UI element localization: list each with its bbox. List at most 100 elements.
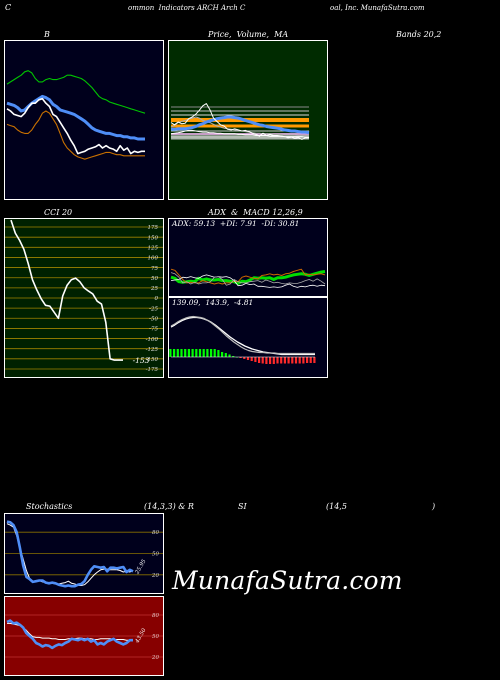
stoch-tick-label-1: 80 [152,530,159,536]
cci-tick-label-8: 0 [155,296,159,302]
macd-histogram-bar-11 [206,349,209,357]
ma-mid-line [170,129,309,138]
bands-title: Bands 20,2 [396,30,442,39]
macd-histogram-bar-20 [239,357,242,358]
macd-histogram-bar-25 [258,357,261,363]
macd-histogram-bar-40 [313,357,316,363]
macd-histogram-bar-35 [294,357,298,364]
cci-title: CCI 20 [44,208,73,217]
cci-tick-label-2: 150 [148,235,159,241]
macd-chart [169,315,316,364]
rsi-tick-label-3: 20 [151,655,159,661]
cci-line [10,219,123,361]
macd-histogram-bar-22 [246,357,250,360]
macd-histogram-bar-28 [269,357,272,364]
cci-chart: 175 150 125 100 75 50 25 0 -25 -50 -75 -100 -125 -150… [5,219,163,373]
macd-histogram-bar-38 [306,357,309,363]
cci-tick-label-10: -50 [149,316,158,322]
stoch-k-line [6,520,134,588]
macd-histogram-bar-13 [213,349,216,357]
macd-histogram-bar-18 [232,356,235,357]
macd-histogram-bar-14 [217,350,220,357]
plus-di-line [170,274,326,288]
macd-histogram-bar-37 [302,357,305,364]
stoch-title-d: (14,5 [326,502,347,511]
price-panel [168,40,328,200]
watermark: MunafaSutra.com [172,566,403,595]
cci-tick-label-12: -100 [146,337,159,343]
bollinger-title: B [44,30,50,39]
stochastics-panel: 80 50 20 25.95 [4,513,164,594]
cci-tick-label-4: 100 [148,256,159,262]
macd-histogram-bar-4 [180,349,183,357]
bollinger-chart [6,70,146,160]
price-chart [170,103,310,140]
price-close-line [170,103,309,140]
macd-histogram-bar-23 [250,357,253,361]
macd-histogram-bar-7 [191,349,194,357]
ma-fast-line [171,115,310,135]
adx-title: ADX & MACD 12,26,9 [208,208,303,217]
macd-panel [168,297,328,378]
price-title: Price, Volume, MA [208,30,289,39]
macd-histogram-bar-17 [228,354,231,357]
macd-histogram-bar-32 [283,357,286,364]
header-part-1: C [5,3,12,12]
rsi-panel: 80 50 20 43.50 [4,596,164,676]
macd-histogram-bar-31 [280,357,283,364]
volume-band [171,133,309,139]
rsi-tick-label-1: 80 [152,613,159,619]
stoch-current-label: 25.95 [134,558,148,576]
cci-tick-label-15: -175 [146,367,159,373]
macd-readout: 139.09, 143.9, -4.81 [172,298,254,307]
cci-tick-label-7: 25 [150,286,158,292]
macd-histogram-bar-36 [298,357,301,364]
macd-histogram-bar-27 [265,357,268,364]
di-secondary-line [170,272,326,286]
macd-histogram-bar-6 [187,349,190,357]
stoch-title-e: ) [432,502,436,511]
macd-histogram-bar-21 [243,357,246,359]
macd-signal-line [170,315,315,355]
adx-panel [168,218,328,297]
macd-histogram-bar-33 [287,357,290,364]
macd-histogram-bar-9 [198,349,202,357]
macd-histogram-bar-3 [176,349,179,357]
macd-histogram-bar-26 [261,357,264,364]
stoch-title-b: (14,3,3) & R [144,502,194,511]
cci-tick-label-11: -75 [149,327,158,333]
macd-histogram-bar-10 [202,349,205,357]
rsi-line [6,619,133,650]
macd-histogram-bar-30 [276,357,279,364]
stoch-title-a: Stochastics [26,502,73,511]
rsi-tick-label-2: 50 [152,634,159,640]
macd-histogram-bar-12 [210,349,213,357]
cci-tick-label-14: -150 [146,357,159,363]
macd-histogram-bar-16 [224,353,227,357]
adx-readout: ADX: 59.13 +DI: 7.91 -DI: 30.81 [172,219,300,228]
bb-lower-band-line [6,110,145,160]
cci-panel: 175 150 125 100 75 50 25 0 -25 -50 -75 -100 -125 -150… [4,218,164,378]
bollinger-panel [4,40,164,200]
adx-line [170,270,326,285]
macd-histogram-bar-2 [173,349,176,357]
macd-histogram-bar-5 [184,349,187,357]
macd-histogram-bar-24 [254,357,257,362]
header-part-3: oal, Inc. MunafaSutra.com [330,4,425,12]
macd-histogram-bar-15 [221,352,224,357]
cci-tick-label-9: -25 [149,306,158,312]
macd-line [170,316,315,356]
stoch-title-c: SI [238,502,247,511]
macd-histogram-bar-8 [195,349,198,357]
header-part-2: ommon Indicators ARCH Arch C [128,4,246,12]
cci-current-label: -153 [133,356,150,365]
bb-middle-band-line [6,94,145,141]
stoch-tick-label-3: 20 [151,573,159,579]
macd-histogram-bar-39 [309,357,312,363]
cci-tick-label-3: 125 [148,246,159,252]
cci-tick-label-5: 75 [151,266,158,272]
cci-tick-label-13: -125 [146,347,159,353]
cci-tick-label-6: 50 [151,276,158,282]
